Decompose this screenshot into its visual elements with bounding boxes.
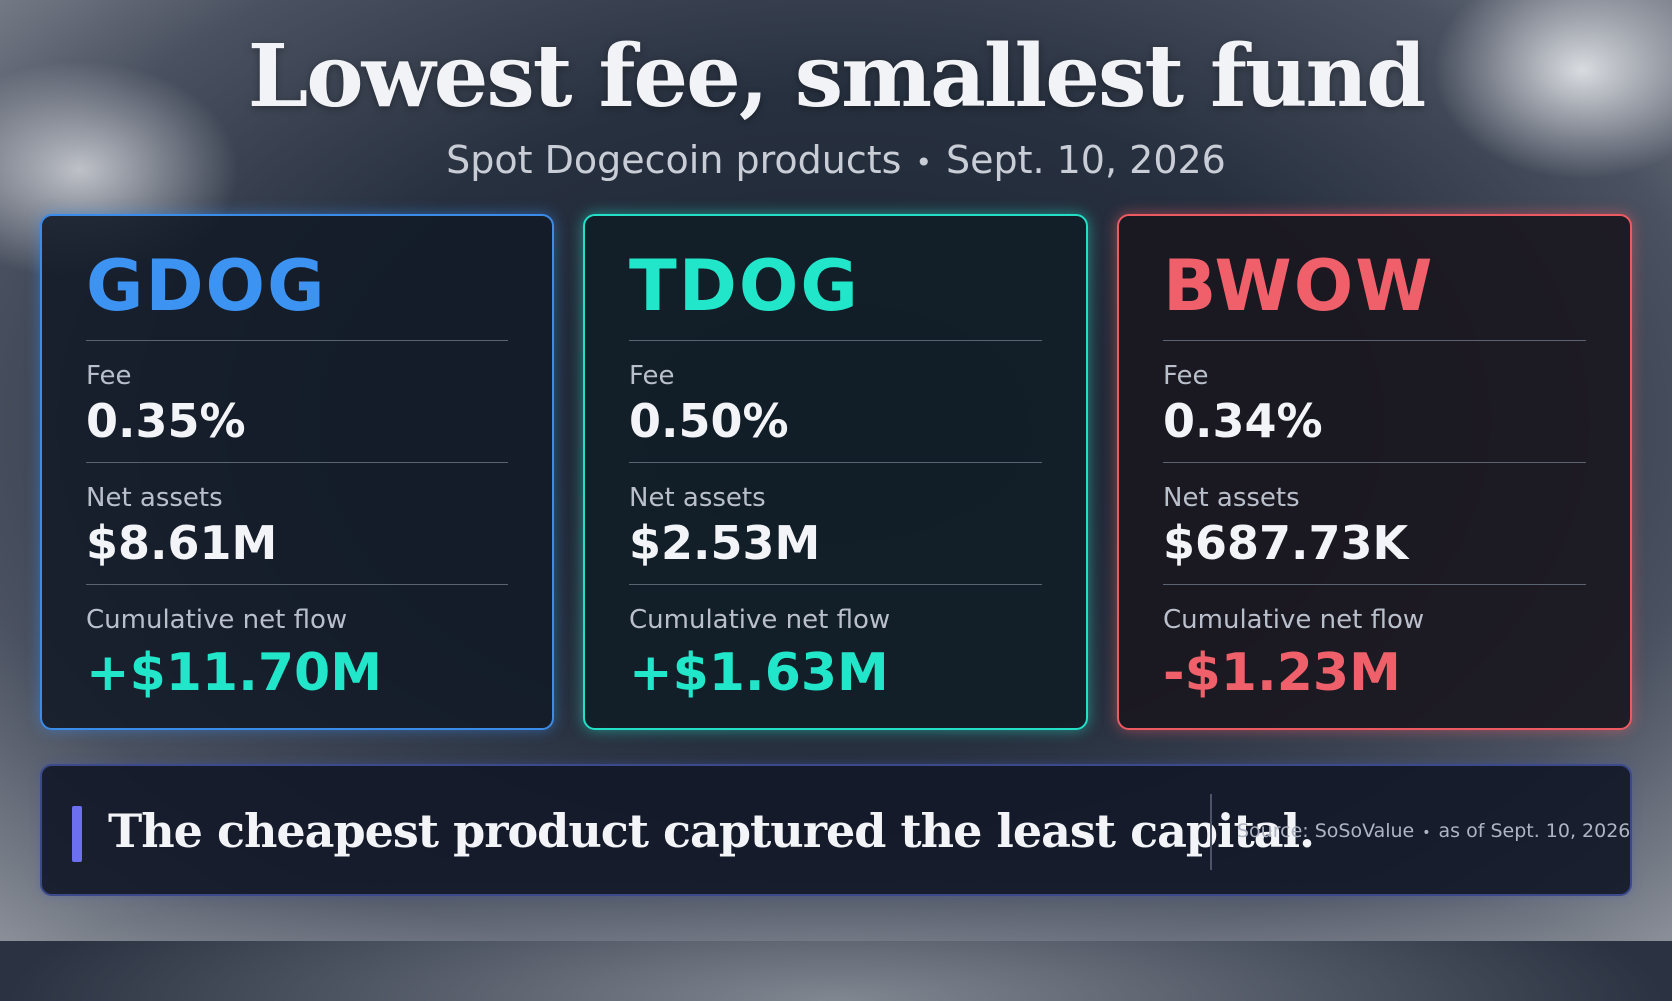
fee-row: Fee 0.50%: [629, 340, 1042, 462]
fund-card-tdog: TDOG Fee 0.50% Net assets $2.53M Cumulat…: [583, 214, 1088, 730]
fee-label: Fee: [1163, 361, 1209, 391]
net-flow-value: +$11.70M: [86, 643, 382, 703]
net-assets-value: $687.73K: [1163, 516, 1409, 570]
fee-value: 0.50%: [629, 394, 789, 448]
fee-row: Fee 0.35%: [86, 340, 508, 462]
fund-ticker: BWOW: [1163, 245, 1435, 327]
fund-ticker: GDOG: [86, 245, 327, 327]
takeaway-banner: The cheapest product captured the least …: [40, 764, 1632, 896]
fund-card-gdog: GDOG Fee 0.35% Net assets $8.61M Cumulat…: [40, 214, 554, 730]
background-glow-right: [1432, 0, 1672, 180]
net-assets-row: Net assets $8.61M: [86, 462, 508, 584]
net-assets-label: Net assets: [629, 483, 766, 513]
subtitle-product: Spot Dogecoin products: [446, 138, 902, 182]
subtitle-separator: •: [915, 146, 932, 179]
net-flow-row: Cumulative net flow -$1.23M: [1163, 584, 1586, 706]
net-flow-row: Cumulative net flow +$1.63M: [629, 584, 1042, 706]
source-date: as of Sept. 10, 2026: [1438, 820, 1631, 842]
banner-accent-bar: [72, 806, 82, 862]
fund-ticker: TDOG: [629, 245, 860, 327]
net-assets-label: Net assets: [86, 483, 223, 513]
net-assets-row: Net assets $2.53M: [629, 462, 1042, 584]
fee-value: 0.35%: [86, 394, 246, 448]
fund-card-bwow: BWOW Fee 0.34% Net assets $687.73K Cumul…: [1117, 214, 1632, 730]
fee-label: Fee: [629, 361, 675, 391]
source-label: Source: SoSoValue: [1237, 820, 1415, 842]
net-flow-label: Cumulative net flow: [629, 605, 891, 635]
net-flow-row: Cumulative net flow +$11.70M: [86, 584, 508, 706]
net-assets-label: Net assets: [1163, 483, 1300, 513]
net-assets-value: $2.53M: [629, 516, 821, 570]
source-separator: •: [1422, 825, 1431, 841]
page-title: Lowest fee, smallest fund: [247, 26, 1426, 127]
subtitle-date: Sept. 10, 2026: [945, 138, 1226, 182]
infographic: Lowest fee, smallest fund Spot Dogecoin …: [0, 26, 1672, 896]
fee-value: 0.34%: [1163, 394, 1323, 448]
net-assets-row: Net assets $687.73K: [1163, 462, 1586, 584]
net-flow-value: -$1.23M: [1163, 643, 1401, 703]
net-assets-value: $8.61M: [86, 516, 278, 570]
net-flow-label: Cumulative net flow: [1163, 605, 1425, 635]
net-flow-value: +$1.63M: [629, 643, 889, 703]
takeaway-text: The cheapest product captured the least …: [108, 804, 1315, 858]
fee-label: Fee: [86, 361, 132, 391]
fee-row: Fee 0.34%: [1163, 340, 1586, 462]
page-subtitle: Spot Dogecoin products • Sept. 10, 2026: [0, 138, 1672, 182]
source-note: Source: SoSoValue • as of Sept. 10, 2026: [1237, 816, 1630, 848]
banner-divider: [1210, 794, 1212, 870]
net-flow-label: Cumulative net flow: [86, 605, 348, 635]
